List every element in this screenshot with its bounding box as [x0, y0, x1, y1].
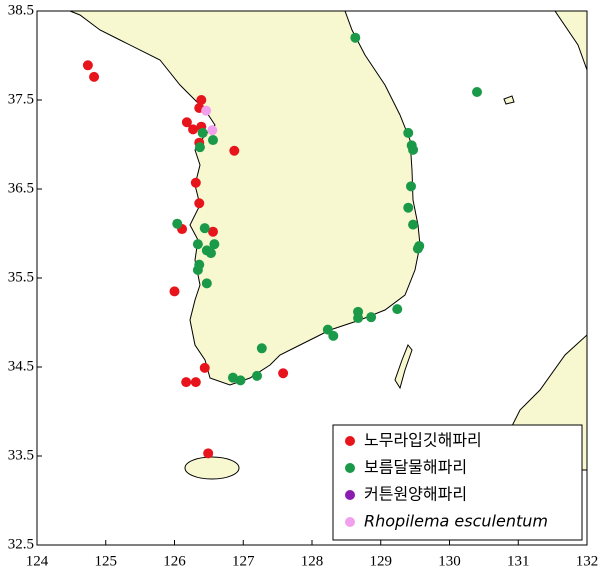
- jeju-island: [184, 456, 240, 480]
- x-tick-label: 124: [26, 553, 49, 569]
- x-tick-label: 129: [370, 553, 393, 569]
- point: [199, 223, 210, 234]
- point: [203, 448, 214, 459]
- y-tick-label: 37.5: [8, 91, 34, 107]
- point: [169, 286, 180, 297]
- point: [229, 145, 240, 156]
- legend-marker: [345, 517, 355, 527]
- point: [403, 127, 414, 138]
- point: [190, 377, 201, 388]
- point: [350, 32, 361, 43]
- point: [209, 239, 220, 250]
- point: [278, 368, 289, 379]
- legend-marker: [345, 436, 355, 446]
- x-tick-label: 131: [507, 553, 530, 569]
- x-tick-label: 126: [163, 553, 186, 569]
- point: [197, 127, 208, 138]
- point: [201, 105, 212, 116]
- point: [408, 219, 419, 230]
- legend-label: Rhopilema esculentum: [364, 512, 548, 531]
- x-tick-label: 125: [95, 553, 118, 569]
- point: [181, 377, 192, 388]
- ulleungdo: [503, 95, 515, 105]
- point: [181, 117, 192, 128]
- legend-label: 보름달물해파리: [364, 458, 467, 477]
- point: [403, 202, 414, 213]
- point: [208, 135, 218, 146]
- point: [256, 343, 267, 354]
- point: [408, 144, 419, 155]
- point: [227, 372, 238, 383]
- tsushima: [394, 344, 413, 390]
- point: [208, 226, 218, 237]
- legend-label: 노무라입깃해파리: [364, 431, 482, 450]
- legend-marker: [345, 490, 355, 500]
- korean-peninsula: [69, 11, 421, 386]
- point: [353, 313, 364, 324]
- point: [82, 60, 93, 71]
- x-tick-label: 128: [301, 553, 324, 569]
- point: [201, 278, 212, 289]
- x-tick-label: 132: [576, 553, 599, 569]
- point: [328, 330, 339, 341]
- point: [207, 125, 218, 136]
- land: [69, 11, 587, 480]
- point: [190, 177, 201, 188]
- point: [172, 218, 183, 229]
- point: [199, 362, 210, 373]
- point: [406, 181, 416, 192]
- point: [194, 142, 205, 153]
- point: [412, 243, 423, 254]
- point: [196, 95, 207, 105]
- x-tick-label: 130: [438, 553, 461, 569]
- point: [89, 71, 100, 82]
- y-tick-label: 33.5: [8, 447, 34, 463]
- x-tick-label: 127: [232, 553, 255, 569]
- point: [235, 375, 246, 386]
- point: [366, 312, 377, 323]
- point: [392, 304, 403, 315]
- y-tick-label: 32.5: [8, 536, 34, 552]
- point: [194, 198, 205, 209]
- point: [472, 86, 482, 97]
- y-tick-label: 34.5: [8, 358, 34, 374]
- y-tick-label: 38.5: [8, 2, 34, 18]
- point: [252, 370, 262, 381]
- legend-marker: [345, 463, 355, 473]
- y-tick-label: 36.5: [8, 180, 34, 196]
- legend-label: 커튼원양해파리: [364, 485, 467, 504]
- legend-box: [332, 424, 583, 541]
- japan-north: [554, 11, 587, 71]
- y-tick-label: 35.5: [8, 269, 34, 285]
- point: [188, 124, 199, 135]
- point: [192, 264, 203, 275]
- point: [192, 239, 203, 250]
- point: [205, 248, 216, 259]
